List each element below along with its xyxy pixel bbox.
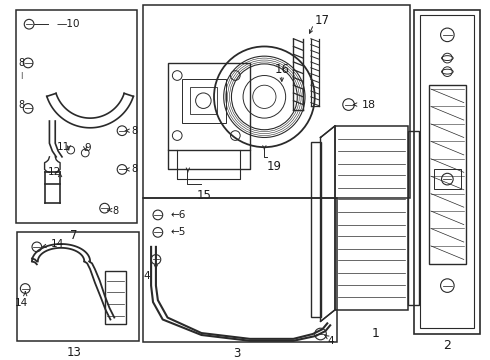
Text: 2: 2 (443, 339, 451, 352)
Text: 3: 3 (234, 347, 241, 360)
Bar (144, 5, 410, 198)
Text: 13: 13 (66, 346, 81, 359)
Bar (168, 63, 250, 150)
Bar (18, 232, 139, 341)
Text: 8: 8 (18, 100, 24, 109)
Text: 15: 15 (197, 189, 212, 202)
Text: —10: —10 (56, 19, 80, 29)
Bar (408, 131, 419, 305)
Bar (144, 198, 337, 342)
Bar (182, 80, 225, 123)
Text: 8: 8 (112, 206, 119, 216)
Bar (415, 10, 480, 334)
Bar (16, 10, 137, 223)
Text: |: | (20, 72, 23, 79)
Bar (105, 271, 126, 324)
Text: 8: 8 (18, 58, 24, 68)
Bar (311, 142, 320, 316)
Bar (420, 15, 474, 328)
Text: 11: 11 (56, 142, 70, 152)
Text: 14: 14 (50, 239, 64, 249)
Text: 4: 4 (327, 336, 334, 346)
Text: 1: 1 (372, 327, 380, 340)
Text: 17: 17 (315, 14, 330, 27)
Text: 8: 8 (132, 165, 138, 175)
Text: ←5: ←5 (171, 228, 186, 237)
Text: 18: 18 (362, 100, 376, 109)
Text: 19: 19 (266, 160, 281, 173)
Text: 16: 16 (274, 63, 289, 76)
Text: 14: 14 (15, 298, 28, 308)
Text: 9: 9 (84, 143, 91, 153)
Bar (434, 170, 461, 189)
Text: 7: 7 (70, 229, 77, 242)
Bar (429, 85, 466, 264)
Text: 12: 12 (48, 167, 61, 176)
Bar (190, 87, 217, 114)
Bar (335, 126, 408, 310)
Text: 4: 4 (144, 271, 150, 281)
Text: ←6: ←6 (171, 210, 186, 220)
Text: 8: 8 (132, 126, 138, 136)
